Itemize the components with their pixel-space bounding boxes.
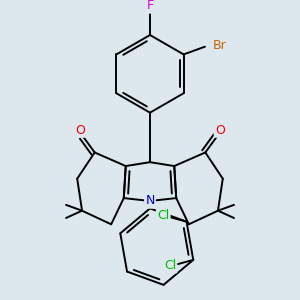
Text: Br: Br — [213, 39, 227, 52]
Text: O: O — [215, 124, 225, 136]
Text: O: O — [75, 124, 85, 136]
Text: Cl: Cl — [164, 259, 176, 272]
Text: N: N — [145, 194, 155, 208]
Text: Cl: Cl — [157, 209, 170, 222]
Text: F: F — [146, 0, 154, 12]
